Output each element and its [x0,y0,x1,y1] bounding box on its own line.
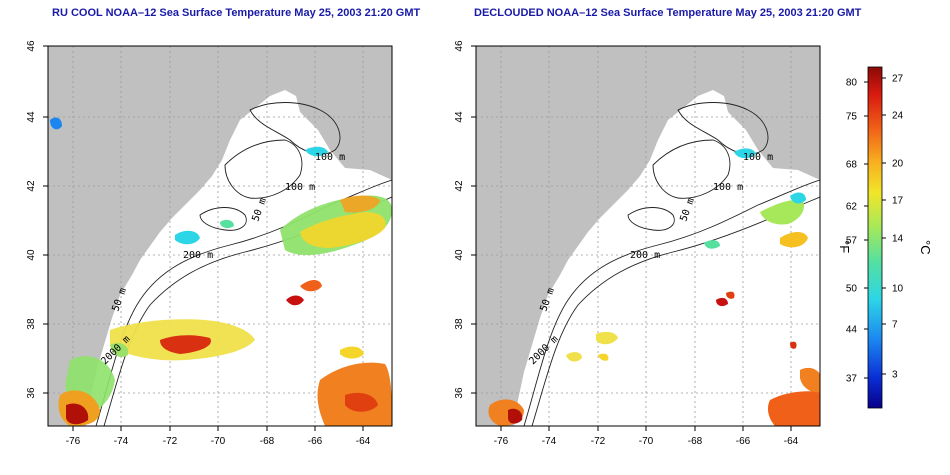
latitude-tick-label: 42 [454,180,465,192]
contour-label: 200 m [183,250,213,261]
longitude-tick-label: -66 [308,436,323,447]
right-panel-title: DECLOUDED NOAA–12 Sea Surface Temperatur… [474,7,862,19]
celsius-tick-label: 24 [892,111,904,122]
celsius-tick-label: 10 [892,284,904,295]
longitude-tick-label: -70 [639,436,654,447]
fahrenheit-unit: °F [837,240,852,253]
longitude-tick-label: -74 [114,436,129,447]
latitude-tick-label: 38 [454,318,465,330]
longitude-tick-label: -68 [688,436,703,447]
fahrenheit-tick-label: 37 [846,374,858,385]
longitude-tick-label: -74 [542,436,557,447]
fahrenheit-tick-label: 44 [846,325,858,336]
latitude-tick-label: 40 [26,249,37,261]
latitude-tick-label: 36 [26,387,37,399]
latitude-tick-label: 46 [26,40,37,52]
celsius-tick-label: 17 [892,196,904,207]
fahrenheit-tick-label: 80 [846,78,858,89]
celsius-tick-label: 7 [892,320,898,331]
celsius-tick-label: 14 [892,234,904,245]
fahrenheit-tick-label: 50 [846,284,858,295]
latitude-tick-label: 38 [26,318,37,330]
contour-label: 100 m [315,152,345,163]
latitude-tick-label: 42 [26,180,37,192]
longitude-tick-label: -76 [494,436,509,447]
celsius-unit: °C [918,240,933,255]
latitude-tick-label: 36 [454,387,465,399]
latitude-tick-label: 40 [454,249,465,261]
celsius-tick-label: 3 [892,370,898,381]
contour-label: 100 m [713,182,743,193]
temperature-colorbar: 80 75 68 62 57 50 44 37 27 24 20 17 14 10 7 3 °F °C [837,66,933,409]
coastline-land [48,46,392,426]
fahrenheit-tick-label: 68 [846,160,858,171]
coastline-land [476,46,820,426]
contour-label: 200 m [630,250,660,261]
left-panel-title: RU COOL NOAA–12 Sea Surface Temperature … [52,7,421,19]
fahrenheit-tick-label: 62 [846,202,858,213]
fahrenheit-tick-label: 75 [846,112,858,123]
contour-label: 100 m [743,152,773,163]
right-sst-patches [488,148,820,426]
longitude-tick-label: -66 [736,436,751,447]
longitude-tick-label: -64 [784,436,799,447]
longitude-tick-label: -76 [66,436,81,447]
fahrenheit-tick-label: 57 [846,236,858,247]
celsius-tick-label: 20 [892,159,904,170]
longitude-tick-label: -64 [356,436,371,447]
longitude-tick-label: -68 [260,436,275,447]
celsius-tick-label: 27 [892,74,904,85]
latitude-tick-label: 44 [26,111,37,123]
left-map-panel: 100 m 100 m 50 m 200 m 50 m 2000 m -76 -7… [26,40,393,447]
contour-label: 100 m [285,182,315,193]
longitude-tick-label: -70 [211,436,226,447]
cape-cod-land [300,58,392,128]
right-map-panel: 100 m 100 m 50 m 200 m 50 m 2000 m -76 -7… [454,40,821,447]
longitude-tick-label: -72 [163,436,178,447]
longitude-tick-label: -72 [591,436,606,447]
left-sst-patches [50,117,392,426]
latitude-tick-label: 46 [454,40,465,52]
cape-cod-land [728,58,820,128]
latitude-tick-label: 44 [454,111,465,123]
